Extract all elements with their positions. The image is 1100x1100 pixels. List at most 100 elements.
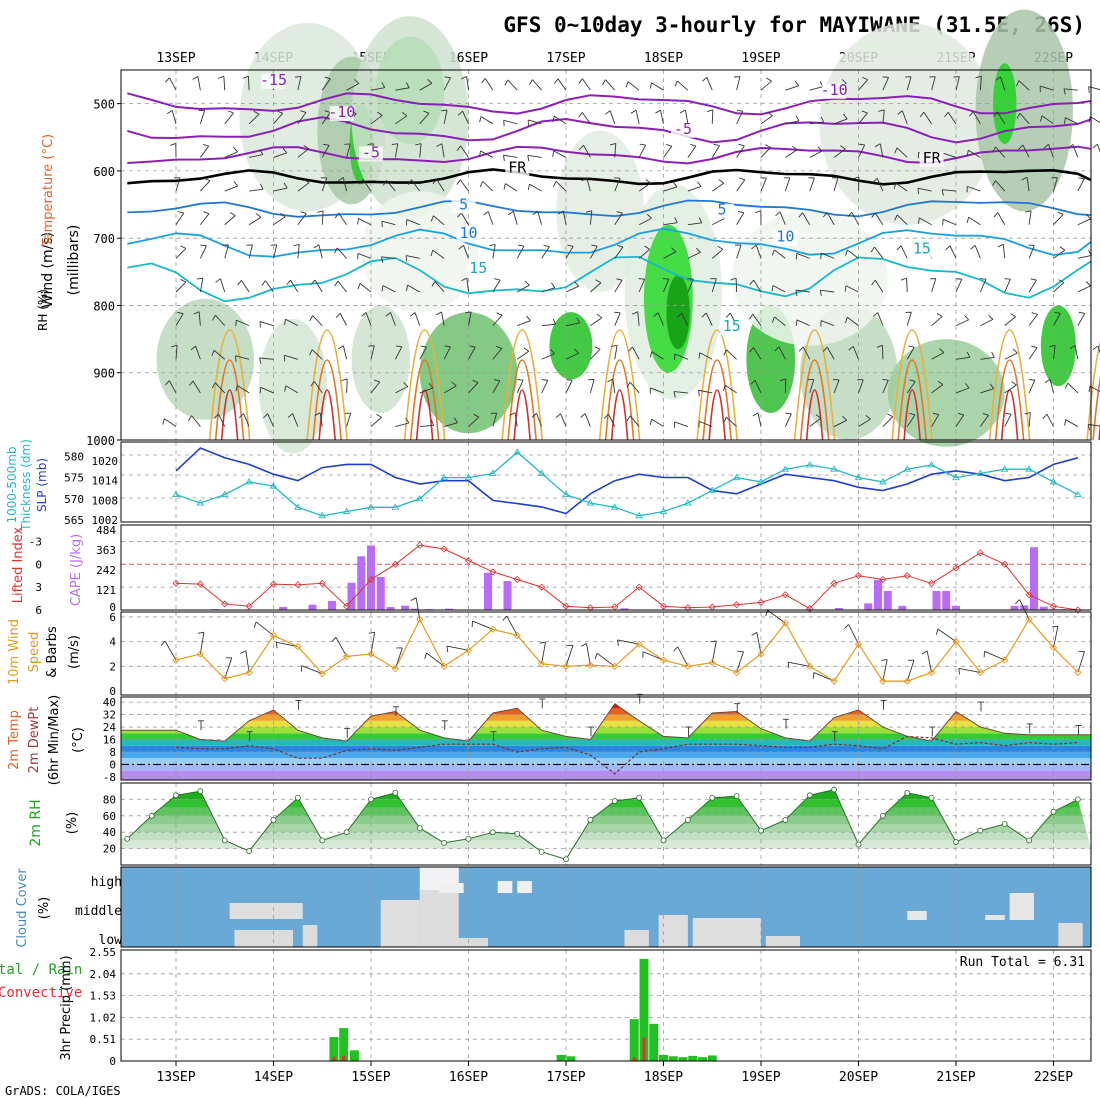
temp-tick: 24 — [103, 721, 117, 734]
wind-barb — [879, 143, 884, 158]
wind-barb — [433, 215, 445, 226]
precip-tick: 2.55 — [90, 946, 117, 959]
wind-barb-flag — [982, 413, 989, 416]
wind-barb — [224, 185, 238, 192]
wind-speed-marker — [586, 661, 595, 669]
wind-barb-flag — [469, 345, 476, 348]
warm-contour — [415, 389, 434, 441]
wind-barb-flag — [300, 110, 307, 113]
wind-barb — [311, 349, 323, 360]
wind-barb — [554, 115, 567, 125]
wind-barb — [995, 180, 1006, 192]
wind-barb — [754, 380, 762, 394]
ylabel-lifted-text: Lifted Index — [11, 526, 26, 603]
contour-label-bg — [329, 106, 354, 122]
wind-barb-flag — [357, 283, 361, 290]
slp-panel — [121, 442, 1091, 522]
wind-barb — [215, 314, 226, 326]
wind-barb-flag — [945, 245, 951, 251]
wind-barb-flag — [717, 245, 724, 250]
wind-barb — [237, 385, 250, 394]
wind-barb-flag — [673, 646, 679, 652]
wind-barb-flag — [771, 249, 775, 256]
ylabel-wind-barbs: & Barbs — [45, 626, 60, 678]
wind-barb — [677, 646, 689, 667]
cape-bar — [1039, 606, 1048, 610]
rh-line — [126, 789, 1079, 860]
cape-bar — [883, 590, 892, 610]
precip-tick: 1.02 — [90, 1011, 117, 1024]
thickness-marker — [342, 507, 351, 514]
wind-barb-flag — [444, 345, 451, 348]
wind-barb — [589, 379, 595, 394]
wind-barb-flag — [493, 379, 500, 382]
wind-barb — [931, 278, 937, 293]
rain-bar — [349, 1050, 359, 1061]
run-total: Run Total = 6.31 — [960, 955, 1085, 970]
rain-bar — [707, 1055, 717, 1061]
wind-barb-flag — [698, 352, 701, 359]
wind-barb — [755, 245, 762, 259]
rh-marker — [831, 786, 838, 793]
wind-speed-marker — [367, 650, 375, 658]
wind-barb-flag — [1010, 313, 1016, 318]
wind-barb-flag — [671, 247, 677, 253]
cape-bar — [376, 576, 385, 610]
wind-speed-marker — [781, 619, 790, 627]
rh-shading — [1040, 305, 1076, 387]
cloud-block — [517, 881, 532, 893]
wind-barb-flag — [1067, 144, 1074, 149]
date-label-bottom: 21SEP — [936, 1070, 975, 1085]
lifted-marker — [172, 579, 180, 587]
wind-barb — [955, 319, 969, 327]
thickness-marker — [610, 503, 619, 510]
wind-barb — [955, 356, 970, 360]
date-label-bottom: 15SEP — [351, 1070, 390, 1085]
ylabel-cloud-text: Cloud Cover — [15, 868, 30, 948]
wind-barb-flag — [798, 346, 804, 352]
wind-barb — [370, 632, 376, 655]
wind-barb-flag — [432, 179, 437, 185]
pressure-tick: 1000 — [86, 434, 115, 448]
contour-label: 10 — [459, 224, 477, 242]
wind-barb-flag — [293, 243, 300, 247]
wind-barb-flag — [1016, 80, 1020, 87]
wind-barb-flag — [881, 659, 888, 661]
wind-barb — [809, 86, 824, 91]
rh-marker — [709, 794, 716, 801]
warm-contour — [988, 329, 1031, 441]
wind-barb — [1004, 352, 1018, 360]
wind-barb — [243, 413, 250, 427]
wind-barb-flag — [401, 111, 408, 117]
wind-barb-flag — [607, 378, 614, 383]
wind-barb — [785, 85, 799, 91]
wind-speed-marker — [221, 675, 229, 683]
wind-barb — [1028, 210, 1032, 225]
wind-barb — [175, 313, 184, 326]
wind-barb — [462, 110, 469, 125]
ylabel-precip-text: 3hr Precip (mm) — [59, 955, 74, 1060]
wind-barb — [395, 386, 409, 394]
wind-barb-flag — [646, 213, 652, 219]
wind-barb — [514, 412, 518, 427]
wind-barb — [492, 244, 496, 259]
wind-barb — [614, 143, 617, 158]
lifted-marker — [879, 575, 887, 584]
wind-barb-flag — [374, 379, 380, 383]
wind-tick: 0 — [109, 685, 116, 698]
wind-barb-flag — [1021, 176, 1028, 181]
cape-bar — [898, 605, 907, 610]
date-label-bottom: 18SEP — [644, 1070, 683, 1085]
rh-marker — [1050, 808, 1057, 815]
wind-barb — [1004, 279, 1011, 293]
wind-barb-flag — [446, 646, 449, 653]
wind-barb-flag — [1088, 385, 1091, 393]
thickness-marker — [976, 469, 985, 476]
wind-barb — [492, 279, 501, 293]
cloud-block — [234, 930, 293, 947]
wind-barb — [541, 323, 556, 327]
wind-barb-flag — [908, 345, 915, 348]
wind-barb — [906, 76, 912, 91]
wind-barb-flag — [992, 180, 996, 186]
